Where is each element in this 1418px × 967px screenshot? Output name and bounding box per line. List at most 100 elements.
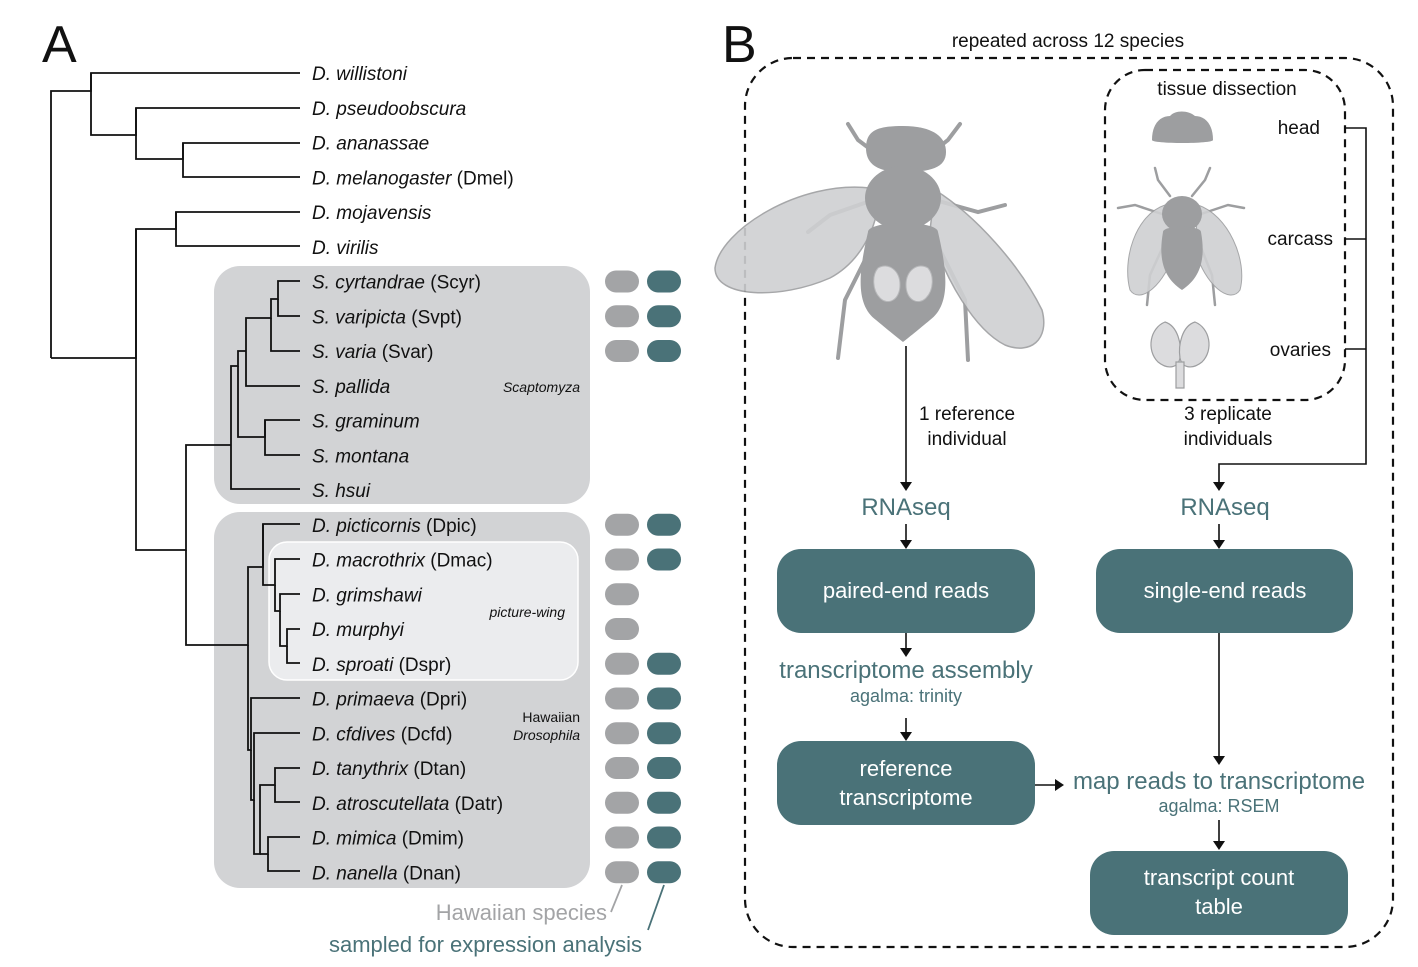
head-label: head xyxy=(1278,118,1320,139)
reference-transcriptome-box xyxy=(777,741,1035,825)
expression-sampled-pill xyxy=(647,340,681,362)
species-name: D. willistoni xyxy=(312,64,408,85)
species-name: D. primaeva xyxy=(312,690,414,711)
species-label: S. pallida xyxy=(312,377,390,398)
panel-b-letter: B xyxy=(722,16,757,74)
hawaiian-species-pill xyxy=(605,618,639,640)
expression-sampled-pill xyxy=(647,791,681,814)
species-label: S. montana xyxy=(312,446,409,467)
species-label: D. cfdives (Dcfd) xyxy=(312,724,452,745)
species-name: S. pallida xyxy=(312,377,390,398)
species-label: D. virilis xyxy=(312,238,379,259)
hawaiian-legend-leader xyxy=(610,884,623,913)
species-code: (Dcfd) xyxy=(395,724,452,745)
hawaiian-species-pill xyxy=(605,652,639,675)
map-tool-label: agalma: RSEM xyxy=(1158,796,1279,816)
species-code: (Scyr) xyxy=(425,273,481,294)
reference-transcriptome-line-2: transcriptome xyxy=(839,785,972,810)
species-name: D. macrothrix xyxy=(312,551,426,572)
species-code: (Dpic) xyxy=(421,516,477,537)
hawaiian-label: Hawaiian xyxy=(522,709,580,725)
species-label: D. tanythrix (Dtan) xyxy=(312,759,466,780)
species-code: (Dtan) xyxy=(408,759,466,780)
species-name: D. nanella xyxy=(312,863,398,884)
species-label: D. nanella (Dnan) xyxy=(312,863,461,884)
hawaiian-species-pill xyxy=(605,513,639,536)
expression-legend: sampled for expression analysis xyxy=(329,932,642,957)
species-name: S. cyrtandrae xyxy=(312,273,425,294)
hawaiian-species-pill xyxy=(605,583,639,606)
drosophila-label: Drosophila xyxy=(513,727,580,743)
hawaiian-species-pill xyxy=(605,687,639,710)
species-label: S. graminum xyxy=(312,412,420,433)
species-label: D. picticornis (Dpic) xyxy=(312,516,477,537)
species-code: (Dnan) xyxy=(398,863,461,884)
species-name: S. varia xyxy=(312,342,376,363)
hawaiian-species-pill xyxy=(605,791,639,814)
species-label: D. mojavensis xyxy=(312,203,432,224)
reference-individual-line-2: individual xyxy=(927,429,1006,450)
species-label: D. sproati (Dspr) xyxy=(312,655,451,676)
species-name: D. tanythrix xyxy=(312,759,410,780)
species-name: S. varipicta xyxy=(312,307,406,328)
phylogenetic-tree xyxy=(50,72,300,872)
species-name: D. murphyi xyxy=(312,620,405,641)
scaptomyza-label: Scaptomyza xyxy=(503,379,580,395)
carcass-label: carcass xyxy=(1268,229,1333,250)
expression-sampled-pill xyxy=(647,687,681,710)
species-name: D. picticornis xyxy=(312,516,421,537)
hawaiian-legend: Hawaiian species xyxy=(436,900,607,925)
species-code: (Datr) xyxy=(449,794,503,815)
expression-sampled-pill xyxy=(647,826,681,849)
hawaiian-species-pill xyxy=(605,826,639,849)
hawaiian-species-pill xyxy=(605,861,639,884)
tissue-dissection-title: tissue dissection xyxy=(1157,79,1296,100)
paired-end-label: paired-end reads xyxy=(823,578,989,603)
expression-sampled-pill xyxy=(647,722,681,745)
replicate-individuals-line-2: individuals xyxy=(1184,429,1273,450)
species-name: D. grimshawi xyxy=(312,585,423,606)
expression-sampled-pill xyxy=(647,513,681,536)
hawaiian-species-pill xyxy=(605,548,639,571)
species-code: (Dpri) xyxy=(414,690,467,711)
species-name: D. ananassae xyxy=(312,134,429,155)
hawaiian-species-pill xyxy=(605,340,639,362)
species-code: (Dmel) xyxy=(451,168,513,189)
picture-wing-label: picture-wing xyxy=(489,604,566,620)
species-name: D. mimica xyxy=(312,829,396,850)
species-code: (Svar) xyxy=(376,342,433,363)
head-icon xyxy=(1152,111,1213,143)
transcript-count-line-2: table xyxy=(1195,894,1243,919)
species-name: D. melanogaster xyxy=(312,168,452,189)
species-label: D. pseudoobscura xyxy=(312,99,466,120)
reference-individual-line-1: 1 reference xyxy=(919,404,1015,425)
hawaiian-species-pill xyxy=(605,757,639,779)
species-repeat-outline xyxy=(743,56,1395,949)
reference-fly-icon xyxy=(714,122,1045,362)
arrowhead xyxy=(1213,482,1225,491)
map-reads-label: map reads to transcriptome xyxy=(1073,768,1365,795)
expression-sampled-pill xyxy=(647,861,681,884)
species-name: S. hsui xyxy=(312,481,371,502)
expression-sampled-pill xyxy=(647,652,681,675)
species-label: D. ananassae xyxy=(312,134,429,155)
species-name: D. sproati xyxy=(312,655,394,676)
species-label: D. macrothrix (Dmac) xyxy=(312,551,493,572)
species-code: (Dmim) xyxy=(396,829,464,850)
transcript-count-box xyxy=(1090,851,1348,935)
species-name: D. pseudoobscura xyxy=(312,99,466,120)
species-label: D. melanogaster (Dmel) xyxy=(312,168,514,189)
species-name: S. graminum xyxy=(312,412,420,433)
scaptomyza-clade-box xyxy=(214,266,590,504)
hawaiian-species-pill xyxy=(605,722,639,745)
species-label: D. mimica (Dmim) xyxy=(312,829,464,850)
species-label: D. atroscutellata (Datr) xyxy=(312,794,503,815)
species-label: S. varia (Svar) xyxy=(312,342,433,363)
assembly-label: transcriptome assembly xyxy=(779,657,1032,684)
expression-sampled-pill xyxy=(647,548,681,571)
hawaiian-species-pill xyxy=(605,305,639,328)
species-code: (Svpt) xyxy=(406,307,462,328)
paired-end-box xyxy=(777,549,1035,633)
expression-sampled-pill xyxy=(647,757,681,779)
